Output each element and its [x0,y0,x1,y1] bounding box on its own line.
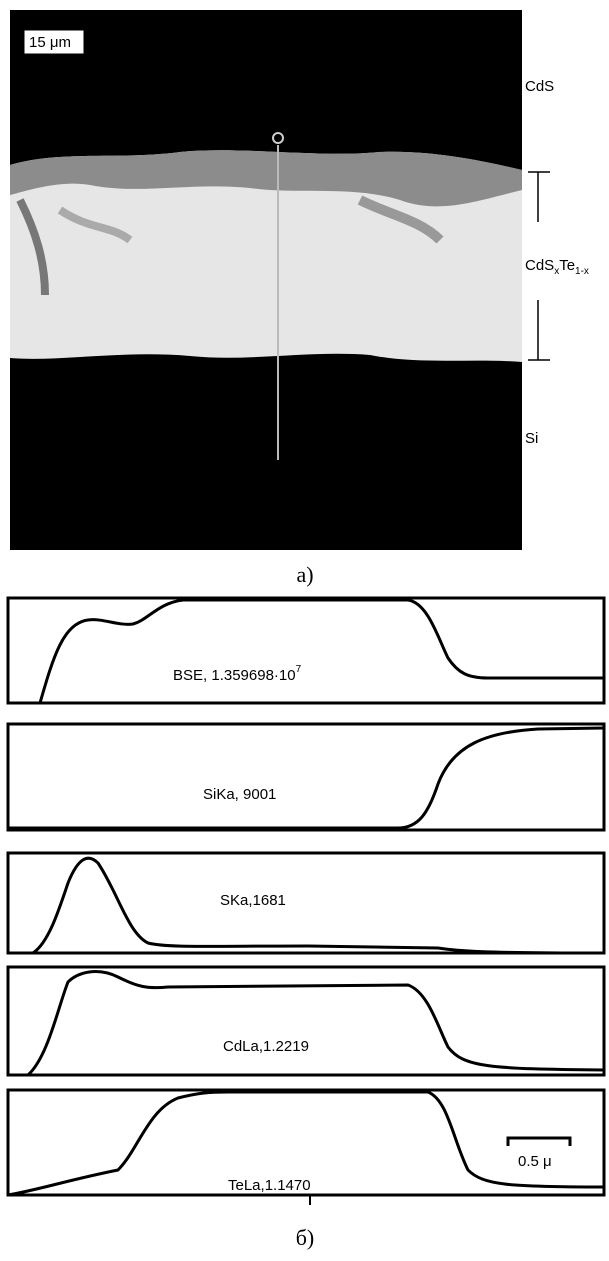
text: Te [559,257,575,274]
scale-bar-label: 0.5 μ [518,1153,552,1170]
superscript: 7 [296,664,302,675]
profile-label: CdLa,1.2219 [223,1038,309,1055]
bracket [528,171,550,361]
layer-label: Si [525,430,538,447]
scale-label: 15 μm [29,34,71,51]
grain [357,195,444,244]
caption: б) [296,1225,315,1250]
scale-bar [506,1136,572,1146]
text: BSE, 1.359698·10 [173,667,296,684]
layer-label: CdSxTe1-x [525,257,589,277]
scale-box [23,29,85,55]
profile-panel: SiKa, 9001 [6,722,606,832]
caption: а) [296,562,313,587]
profile-label: BSE, 1.359698·107 [173,664,302,684]
interface-layer [10,150,522,207]
profile-panel: SKa,1681 [6,851,606,955]
film-layer [10,150,522,362]
profile-label: SiKa, 9001 [203,786,276,803]
text: CdS [525,257,554,274]
profile-label: SKa,1681 [220,892,286,909]
subscript: 1-x [575,266,589,277]
profile-panel: BSE, 1.359698·107 [6,596,606,705]
profile-label: TeLa,1.1470 [228,1177,311,1194]
grain [57,206,133,244]
layer-label: CdS [525,78,554,95]
subscript: x [554,266,559,277]
profile-panel: 0.5 μ TeLa,1.1470 [6,1088,606,1205]
sem-image: 15 μm [10,10,522,550]
grain [16,198,49,296]
profile-panel: CdLa,1.2219 [6,965,606,1077]
scan-start [272,132,284,144]
